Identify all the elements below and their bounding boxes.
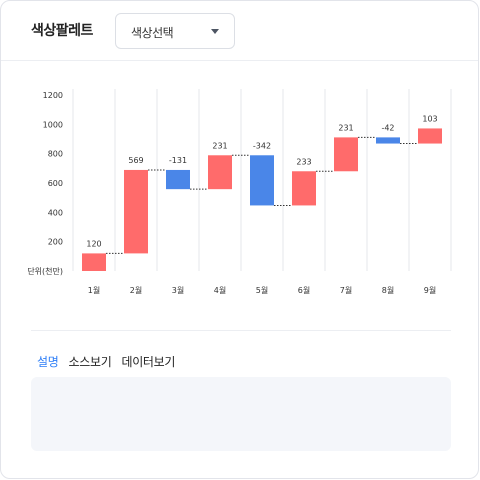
bar-increase	[82, 253, 106, 271]
data-label: -342	[253, 141, 271, 150]
x-tick-label: 3월	[172, 285, 184, 295]
bar-increase	[418, 128, 442, 144]
x-tick-label: 8월	[382, 285, 394, 295]
bar-decrease	[166, 169, 190, 190]
x-tick-label: 5월	[256, 285, 268, 295]
y-tick-label: 800	[48, 150, 63, 159]
bar-increase	[124, 169, 148, 254]
y-tick-label: 400	[48, 208, 63, 217]
data-label: 233	[296, 157, 311, 166]
page-title: 색상팔레트	[31, 23, 93, 39]
tab-content-panel	[31, 377, 451, 451]
data-label: 569	[128, 156, 143, 165]
tab-data[interactable]: 데이터보기	[121, 355, 176, 369]
bar-increase	[208, 155, 232, 190]
tab-source[interactable]: 소스보기	[68, 355, 112, 369]
bar-decrease	[250, 155, 274, 206]
data-label: 231	[212, 141, 227, 150]
waterfall-chart: 1200 1000 800 600 400 200 단위(천만) 120 1월 569 2월 -131…	[27, 89, 452, 295]
tab-description[interactable]: 설명	[37, 355, 59, 369]
chevron-down-icon	[211, 29, 219, 34]
section-divider	[31, 330, 451, 331]
y-unit-label: 단위(천만)	[27, 266, 63, 276]
data-label: 103	[422, 114, 437, 123]
x-tick-label: 9월	[424, 285, 436, 295]
y-tick-label: 1000	[43, 120, 63, 129]
x-tick-label: 2월	[130, 285, 142, 295]
data-label: 231	[338, 123, 353, 132]
x-tick-label: 6월	[298, 285, 310, 295]
tab-bar: 설명 소스보기 데이터보기	[37, 353, 175, 370]
x-tick-label: 4월	[214, 285, 226, 295]
bar-increase	[292, 171, 316, 206]
y-tick-label: 200	[48, 238, 63, 247]
y-tick-label: 600	[48, 179, 63, 188]
x-tick-label: 7월	[340, 285, 352, 295]
bar-decrease	[376, 137, 400, 144]
data-label: -131	[169, 156, 187, 165]
x-tick-label: 1월	[88, 285, 100, 295]
color-select-label: 색상선택	[131, 26, 174, 40]
color-select-dropdown[interactable]: 색상선택	[115, 13, 235, 49]
bar-increase	[334, 137, 358, 172]
data-label: 120	[86, 239, 101, 248]
y-tick-label: 1200	[43, 91, 63, 100]
card-header: 색상팔레트 색상선택	[1, 1, 478, 61]
data-label: -42	[381, 123, 394, 132]
